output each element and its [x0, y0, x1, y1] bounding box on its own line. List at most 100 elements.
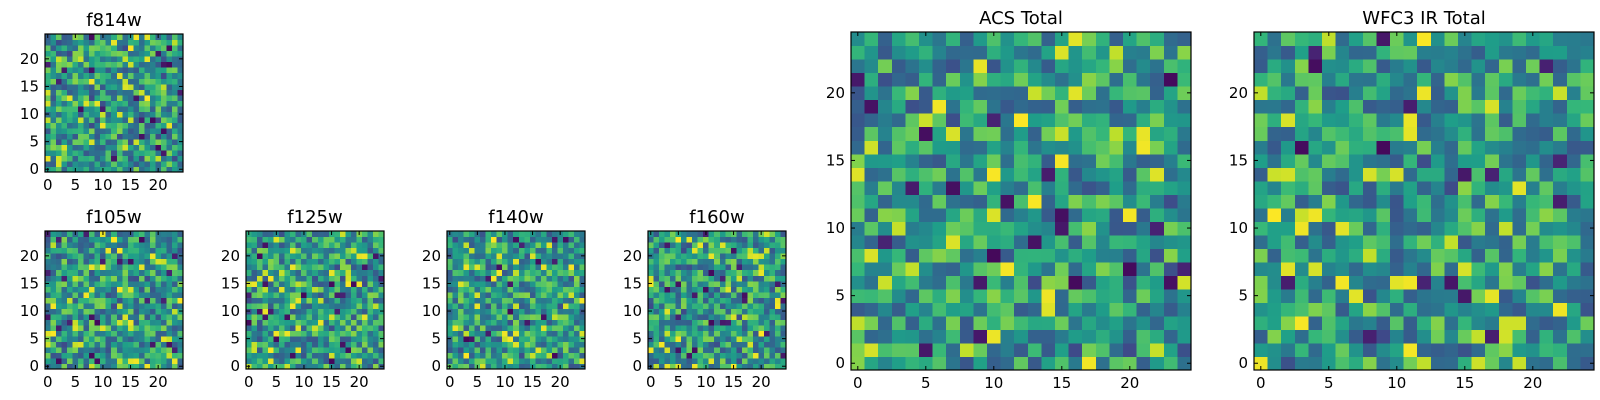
heatmap-cell — [144, 363, 151, 370]
heatmap-cell — [1123, 207, 1138, 222]
heatmap-cell — [540, 302, 547, 309]
heatmap-cell — [1362, 140, 1377, 155]
heatmap-cell — [133, 302, 140, 309]
x-tick-label: 5 — [272, 373, 282, 391]
heatmap-cell — [171, 357, 179, 365]
heatmap-cell — [1444, 261, 1459, 276]
heatmap-cell — [719, 258, 726, 265]
heatmap-cell — [496, 357, 503, 365]
heatmap-cell — [452, 264, 459, 271]
heatmap-cell — [480, 346, 487, 354]
heatmap-cell — [372, 236, 380, 243]
heatmap-cell — [144, 319, 151, 326]
heatmap-cell — [356, 242, 363, 249]
heatmap-cell — [166, 105, 173, 112]
y-tick-label: 0 — [835, 354, 845, 372]
heatmap-cell — [122, 61, 129, 68]
heatmap-cell — [61, 346, 68, 354]
heatmap-cell — [1566, 315, 1581, 331]
heatmap-cell — [1109, 140, 1124, 155]
heatmap-cell — [89, 89, 96, 96]
heatmap-cell — [496, 324, 503, 331]
heatmap-cell — [1041, 99, 1056, 114]
heatmap-cell — [1000, 329, 1015, 344]
heatmap-cell — [160, 160, 168, 168]
heatmap-cell — [708, 330, 715, 337]
heatmap-cell — [122, 275, 129, 282]
heatmap-cell — [361, 258, 369, 265]
heatmap-cell — [361, 346, 369, 354]
heatmap-cell — [1349, 59, 1364, 74]
heatmap-cell — [686, 258, 693, 265]
heatmap-cell — [105, 138, 112, 145]
heatmap-cell — [67, 105, 74, 112]
heatmap-cell — [518, 297, 525, 304]
heatmap-cell — [262, 297, 269, 304]
heatmap-cell — [747, 253, 754, 260]
heatmap-cell — [1498, 234, 1513, 249]
heatmap-cell — [458, 286, 465, 293]
heatmap-cell — [725, 231, 732, 238]
heatmap-cell — [100, 269, 107, 276]
heatmap-cell — [45, 39, 52, 46]
heatmap-cell — [1027, 275, 1042, 290]
heatmap-cell — [458, 363, 465, 370]
heatmap-cell — [273, 269, 280, 276]
heatmap-cell — [144, 269, 151, 276]
heatmap-cell — [155, 286, 162, 293]
heatmap-cell — [692, 253, 699, 260]
heatmap-cell — [273, 236, 280, 243]
heatmap-cell — [747, 324, 754, 331]
heatmap-cell — [681, 302, 688, 309]
heatmap-cell — [149, 291, 156, 298]
heatmap-cell — [681, 286, 688, 293]
heatmap-cell — [1471, 315, 1486, 331]
heatmap-cell — [1294, 234, 1309, 249]
heatmap-cell — [513, 308, 520, 315]
heatmap-cell — [116, 330, 123, 337]
heatmap-cell — [78, 363, 85, 370]
heatmap-cell — [166, 253, 173, 260]
heatmap-cell — [56, 264, 63, 271]
heatmap-cell — [1390, 194, 1405, 209]
heatmap-cell — [741, 341, 748, 348]
heatmap-cell — [1014, 140, 1029, 155]
heatmap-cell — [1498, 99, 1513, 114]
heatmap-cell — [262, 308, 269, 315]
heatmap-cells — [45, 34, 184, 173]
heatmap-cell — [946, 153, 961, 168]
heatmap-cell — [562, 275, 570, 282]
heatmap-cell — [1322, 288, 1337, 303]
heatmap-cell — [279, 258, 286, 265]
heatmap-cell — [708, 264, 715, 271]
heatmap-cell — [1308, 180, 1323, 195]
heatmap-cell — [469, 236, 476, 243]
heatmap-cell — [72, 127, 79, 134]
heatmap-cell — [89, 160, 96, 168]
heatmap-cell — [72, 122, 79, 129]
heatmap-cell — [1566, 329, 1581, 344]
heatmap-cell — [905, 45, 920, 60]
heatmap-cell — [763, 313, 771, 320]
heatmap-cell — [144, 291, 151, 298]
heatmap-cell — [946, 86, 961, 101]
heatmap-cell — [177, 72, 184, 79]
heatmap-cell — [747, 264, 754, 271]
heatmap-cell — [959, 140, 974, 155]
heatmap-cell — [105, 330, 112, 337]
heatmap-cell — [703, 264, 710, 271]
heatmap-cell — [719, 269, 726, 276]
heatmap-cell — [769, 319, 776, 326]
heatmap-cell — [138, 242, 145, 249]
heatmap-cell — [372, 319, 380, 326]
heatmap-cell — [752, 341, 759, 348]
heatmap-cell — [61, 324, 68, 331]
heatmap-cell — [1322, 315, 1337, 331]
heatmap-cell — [681, 269, 688, 276]
heatmap-cell — [251, 258, 258, 265]
heatmap-cell — [551, 231, 558, 238]
heatmap-cell — [133, 308, 140, 315]
heatmap-cell — [1526, 288, 1541, 303]
heatmap-cell — [1471, 45, 1486, 60]
